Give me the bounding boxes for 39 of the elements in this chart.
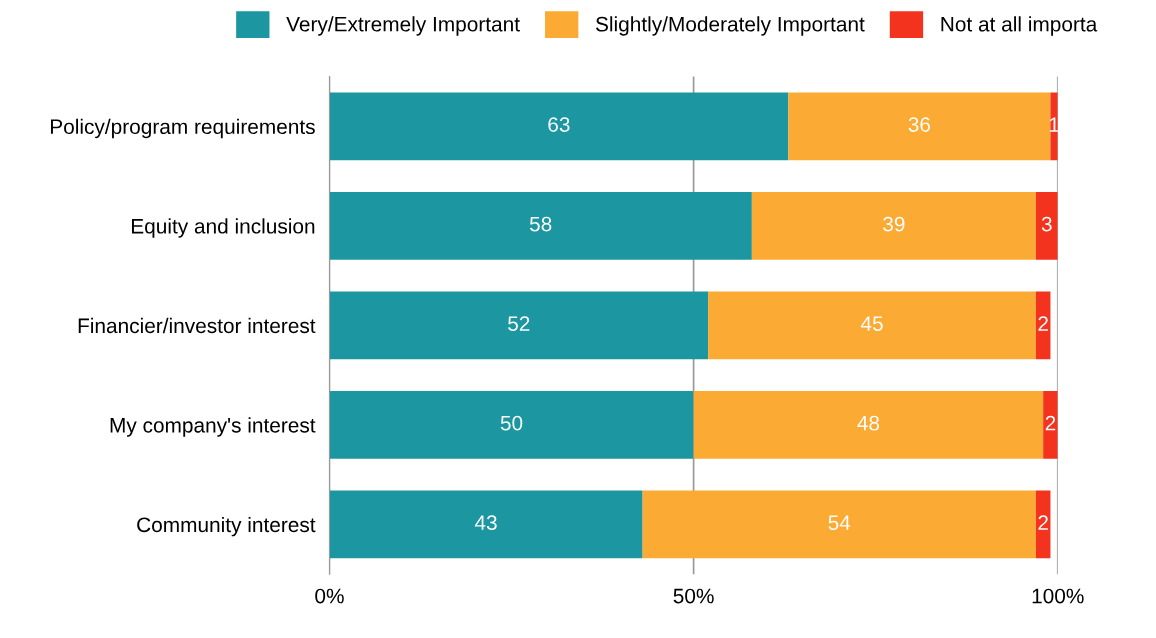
x-tick-label: 0% [315,588,344,604]
bar [788,92,1051,161]
data-label: 63 [548,117,570,132]
bar [329,192,752,260]
data-label: 58 [529,216,552,232]
y-tick-label: Financier/investor interest [78,317,316,334]
bar [1043,391,1058,459]
legend-label: Not at all importa [941,16,1098,36]
data-label: 3 [1041,216,1052,232]
bar [1035,490,1051,559]
bar [1035,192,1058,260]
y-tick-label: Equity and inclusion [131,218,315,238]
legend-label: Very/Extremely Important [286,16,520,36]
data-label: 54 [828,515,851,531]
bar [329,490,643,559]
bar [708,291,1036,360]
data-label: 50 [500,415,523,431]
y-tick-label: Community interest [137,516,316,537]
data-label: 52 [508,316,530,331]
data-label: 2 [1038,515,1048,530]
y-tick-label: My company's interest [110,417,316,437]
bar [1050,92,1058,161]
data-label: 36 [908,117,931,132]
y-tick-label: Policy/program requirements [50,118,315,139]
bar [693,391,1044,459]
bar [329,92,789,161]
data-label: 2 [1045,415,1056,431]
data-label: 45 [860,316,883,331]
x-tick-label: 100% [1032,588,1084,604]
bar [642,490,1036,559]
data-label: 48 [857,415,880,431]
x-tick-label: 50% [673,588,714,604]
data-label: 43 [474,515,497,531]
legend-label: Slightly/Moderately Important [595,16,865,36]
bar [329,291,709,360]
bar [751,192,1036,260]
bar [329,391,694,459]
data-label: 39 [883,216,905,232]
data-label: 2 [1038,316,1048,331]
